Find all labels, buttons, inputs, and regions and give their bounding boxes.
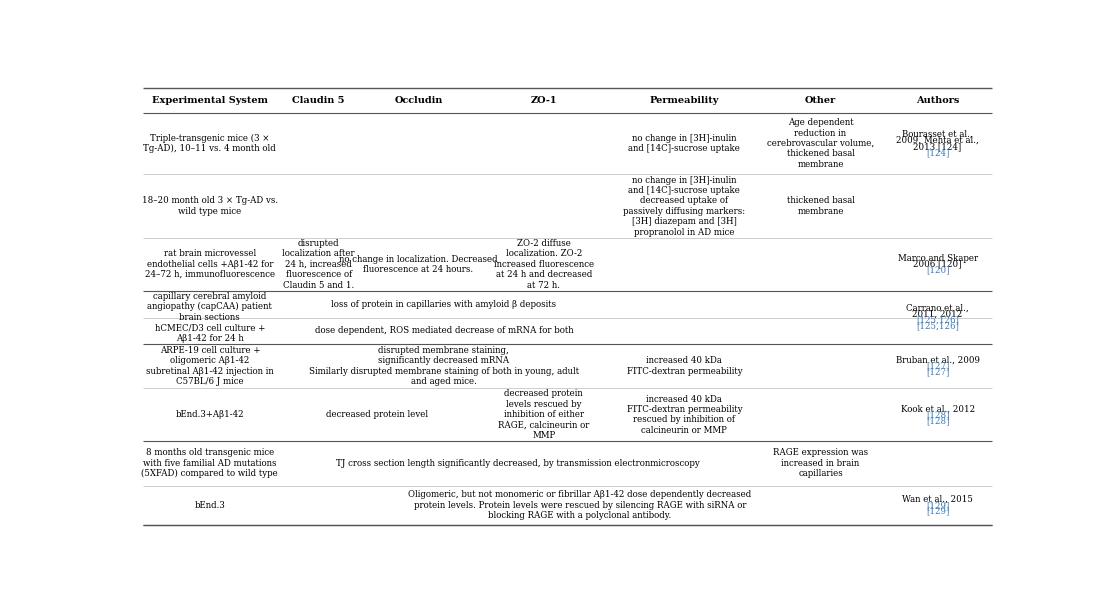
Text: 2011, 2012: 2011, 2012 [912,310,963,319]
Text: dose dependent, ROS mediated decrease of mRNA for both: dose dependent, ROS mediated decrease of… [314,327,573,336]
Text: disrupted membrane staining,
significantly decreased mRNA
Similarly disrupted me: disrupted membrane staining, significant… [309,346,579,386]
Text: Carrano et al.,: Carrano et al., [907,304,969,313]
Text: 2009, Mehta et al.,: 2009, Mehta et al., [897,136,979,145]
Text: ZO-2 diffuse
localization. ZO-2
increased fluorescence
at 24 h and decreased
at : ZO-2 diffuse localization. ZO-2 increase… [494,239,593,290]
Text: loss of protein in capillaries with amyloid β deposits: loss of protein in capillaries with amyl… [331,300,557,309]
Text: ZO-1: ZO-1 [530,96,557,105]
Text: Oligomeric, but not monomeric or fibrillar Aβ1-42 dose dependently decreased
pro: Oligomeric, but not monomeric or fibrill… [408,491,752,520]
Text: [125,126]: [125,126] [917,322,959,331]
Text: [127]: [127] [925,368,950,377]
Text: rat brain microvessel
endothelial cells +Aβ1-42 for
24–72 h, immunofluorescence: rat brain microvessel endothelial cells … [145,249,275,279]
Text: thickened basal
membrane: thickened basal membrane [786,196,855,216]
Text: Authors: Authors [915,96,960,105]
Text: Wan et al., 2015: Wan et al., 2015 [902,495,973,504]
Text: Kook et al., 2012: Kook et al., 2012 [900,404,974,413]
Text: no change in [3H]-inulin
and [14C]-sucrose uptake: no change in [3H]-inulin and [14C]-sucro… [629,134,741,153]
Text: Permeability: Permeability [650,96,720,105]
Text: decreased protein
levels rescued by
inhibition of either
RAGE, calcineurin or
MM: decreased protein levels rescued by inhi… [498,389,589,440]
Text: disrupted
localization after
24 h, increased
fluorescence of
Claudin 5 and 1.: disrupted localization after 24 h, incre… [282,239,355,290]
Text: Age dependent
reduction in
cerebrovascular volume,
thickened basal
membrane: Age dependent reduction in cerebrovascul… [767,118,875,169]
Text: Bourasset et al.,: Bourasset et al., [902,130,973,139]
Text: [125,126]: [125,126] [917,316,959,325]
Text: TJ cross section length significantly decreased, by transmission electronmicrosc: TJ cross section length significantly de… [335,459,700,468]
Text: Occludin: Occludin [394,96,443,105]
Text: ARPE-19 cell culture +
oligomeric Aβ1-42
subretinal Aβ1-42 injection in
C57BL/6 : ARPE-19 cell culture + oligomeric Aβ1-42… [146,346,273,386]
Text: 8 months old transgenic mice
with five familial AD mutations
(5XFAD) compared to: 8 months old transgenic mice with five f… [142,448,278,479]
Text: Other: Other [805,96,836,105]
Text: [129]: [129] [925,501,950,510]
Text: bEnd.3+Aβ1-42: bEnd.3+Aβ1-42 [176,410,245,419]
Text: [124]: [124] [925,148,950,157]
Text: capillary cerebral amyloid
angiopathy (capCAA) patient
brain sections
hCMEC/D3 c: capillary cerebral amyloid angiopathy (c… [147,292,272,343]
Text: Claudin 5: Claudin 5 [292,96,345,105]
Text: Experimental System: Experimental System [152,96,268,105]
Text: [128]: [128] [925,416,950,425]
Text: [127]: [127] [925,362,950,371]
Text: no change in localization. Decreased
fluorescence at 24 hours.: no change in localization. Decreased flu… [339,254,498,274]
Text: bEnd.3: bEnd.3 [195,501,225,510]
Text: [128]: [128] [925,410,950,419]
Text: [120]: [120] [925,266,950,275]
Text: Triple-transgenic mice (3 ×
Tg-AD), 10–11 vs. 4 month old: Triple-transgenic mice (3 × Tg-AD), 10–1… [144,134,276,153]
Text: RAGE expression was
increased in brain
capillaries: RAGE expression was increased in brain c… [773,448,868,478]
Text: 2006 [120]: 2006 [120] [913,260,962,269]
Text: 2013 [124]: 2013 [124] [913,142,962,151]
Text: Bruban et al., 2009: Bruban et al., 2009 [896,356,980,365]
Text: decreased protein level: decreased protein level [325,410,427,419]
Text: 18–20 month old 3 × Tg-AD vs.
wild type mice: 18–20 month old 3 × Tg-AD vs. wild type … [142,196,278,216]
Text: increased 40 kDa
FITC-dextran permeability: increased 40 kDa FITC-dextran permeabili… [627,356,742,375]
Text: increased 40 kDa
FITC-dextran permeability
rescued by inhibition of
calcineurin : increased 40 kDa FITC-dextran permeabili… [627,395,742,435]
Text: [129]: [129] [925,507,950,516]
Text: Marco and Skaper: Marco and Skaper [898,254,977,263]
Text: no change in [3H]-inulin
and [14C]-sucrose uptake
decreased uptake of
passively : no change in [3H]-inulin and [14C]-sucro… [623,175,745,237]
